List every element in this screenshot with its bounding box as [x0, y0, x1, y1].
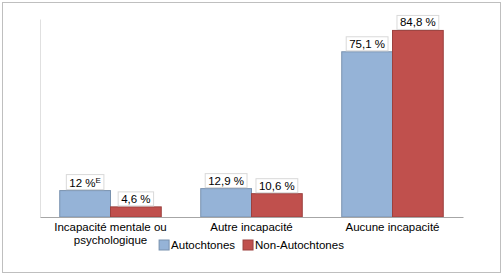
- y-axis: [40, 20, 41, 218]
- chart: Incapacité mentale oupsychologique Autre …: [0, 0, 503, 275]
- bar: [393, 30, 444, 217]
- data-label-text: 75,1 %: [349, 38, 385, 50]
- x-tick: Aucune incapacité: [346, 217, 440, 233]
- legend-item: Non-Autochtones: [243, 239, 344, 251]
- data-label: 10,6 %: [256, 179, 298, 193]
- legend-swatch: [243, 240, 253, 250]
- x-tick-label: Incapacité mentale oupsychologique: [54, 221, 167, 246]
- bar: [60, 191, 111, 217]
- legend-swatch: [159, 240, 169, 250]
- legend-item: Autochtones: [159, 239, 235, 251]
- data-label: 84,8 %: [397, 15, 439, 29]
- data-label-text: 10,6 %: [259, 180, 295, 192]
- data-label-text: 12,9 %: [208, 175, 244, 187]
- data-label: 75,1 %: [346, 37, 388, 51]
- bar: [252, 194, 303, 217]
- bar: [201, 189, 252, 217]
- x-tick-label: Aucune incapacité: [346, 221, 440, 233]
- data-label-text: 12 %E: [69, 176, 101, 189]
- plot: Incapacité mentale oupsychologique Autre …: [41, 15, 464, 246]
- data-labels: 12 %E 12,9 % 75,1 % 4,6 % 10,6 % 84,8 %: [66, 15, 438, 205]
- x-axis-line: [41, 217, 464, 218]
- data-label-box: [118, 192, 153, 206]
- data-label: 12,9 %: [205, 174, 247, 188]
- bar: [342, 52, 393, 217]
- bars: [60, 30, 444, 217]
- legend-label: Autochtones: [171, 239, 235, 251]
- x-tick-label: Autre incapacité: [210, 221, 292, 233]
- data-label: 12 %E: [66, 175, 104, 190]
- x-tick: Incapacité mentale oupsychologique: [54, 217, 167, 246]
- data-label-box: [205, 174, 247, 188]
- x-tick: Autre incapacité: [210, 217, 292, 233]
- legend-label: Non-Autochtones: [255, 239, 344, 251]
- chart-frame: [3, 3, 501, 273]
- y-axis-line: [40, 20, 41, 218]
- bar: [111, 207, 162, 217]
- data-label-text: 4,6 %: [121, 193, 150, 205]
- data-label-box: [397, 15, 439, 29]
- data-label-box: [256, 179, 298, 193]
- data-label-text: 84,8 %: [400, 16, 436, 28]
- data-label: 4,6 %: [118, 192, 153, 206]
- legend: Autochtones Non-Autochtones: [159, 239, 344, 251]
- data-label-box: [346, 37, 388, 51]
- data-label-box: [66, 175, 104, 190]
